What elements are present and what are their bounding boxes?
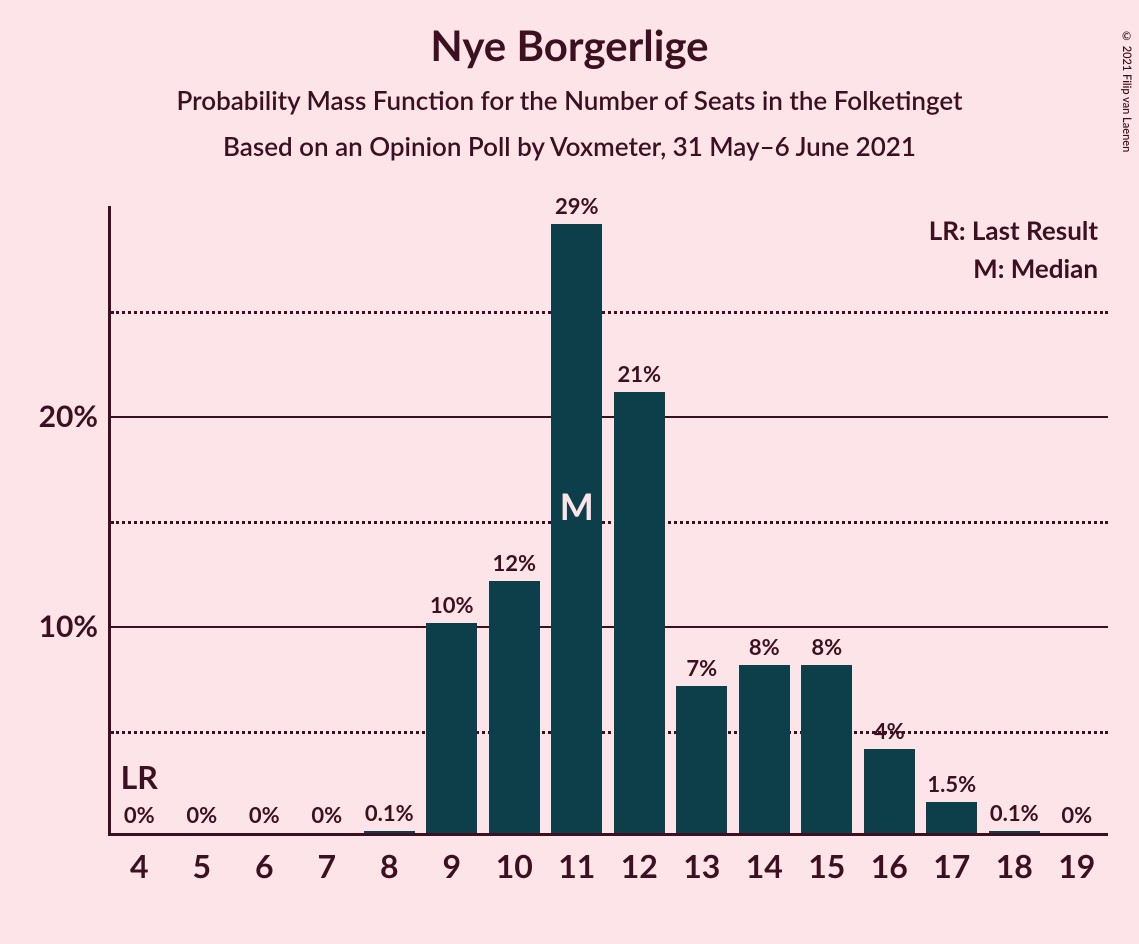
y-tick-label: 20%	[39, 398, 98, 434]
bar-value-label: 0%	[186, 801, 217, 828]
x-tick-label: 15	[808, 846, 845, 885]
x-tick-label: 12	[621, 846, 658, 885]
x-tick-label: 10	[496, 846, 533, 885]
bar	[426, 623, 477, 833]
bar	[364, 831, 415, 833]
x-tick-label: 8	[380, 846, 399, 885]
bar	[551, 224, 602, 833]
x-axis	[108, 833, 1108, 836]
grid-major	[111, 416, 1108, 418]
bar-value-label: 4%	[874, 717, 905, 744]
bar-value-label: 8%	[811, 633, 842, 660]
x-tick-label: 4	[130, 846, 149, 885]
chart-title: Nye Borgerlige	[0, 20, 1139, 70]
x-tick-label: 9	[442, 846, 461, 885]
x-tick-label: 13	[683, 846, 720, 885]
x-tick-label: 17	[933, 846, 970, 885]
chart-subtitle-1: Probability Mass Function for the Number…	[0, 84, 1139, 116]
copyright-text: © 2021 Filip van Laenen	[1120, 30, 1133, 152]
bar	[739, 665, 790, 833]
bar-value-label: 0%	[1061, 801, 1092, 828]
grid-minor	[111, 521, 1108, 524]
lr-marker: LR	[121, 757, 158, 796]
bar-value-label: 12%	[492, 549, 536, 576]
bar	[676, 686, 727, 833]
bar-value-label: 29%	[555, 192, 599, 219]
bar-value-label: 21%	[617, 360, 661, 387]
x-tick-label: 7	[317, 846, 336, 885]
bar-value-label: 0%	[311, 801, 342, 828]
x-tick-label: 19	[1058, 846, 1095, 885]
chart-subtitle-2: Based on an Opinion Poll by Voxmeter, 31…	[0, 130, 1139, 162]
bar	[614, 392, 665, 833]
grid-minor	[111, 731, 1108, 734]
legend-lr: LR: Last Result	[929, 214, 1098, 246]
bar-value-label: 10%	[430, 591, 474, 618]
median-marker: M	[560, 484, 594, 528]
bar-value-label: 1.5%	[927, 770, 976, 797]
bar-value-label: 0.1%	[365, 799, 414, 826]
bar-value-label: 0%	[124, 801, 155, 828]
x-tick-label: 18	[996, 846, 1033, 885]
x-tick-label: 14	[746, 846, 783, 885]
x-tick-label: 6	[255, 846, 274, 885]
legend-m: M: Median	[973, 252, 1098, 284]
grid-major	[111, 626, 1108, 628]
x-tick-label: 11	[558, 846, 595, 885]
bar-value-label: 0%	[249, 801, 280, 828]
y-tick-label: 10%	[39, 608, 98, 644]
bar-value-label: 0.1%	[990, 799, 1039, 826]
grid-minor	[111, 311, 1108, 314]
bar	[864, 749, 915, 833]
bar	[489, 581, 540, 833]
bar-value-label: 8%	[749, 633, 780, 660]
bar	[926, 802, 977, 834]
bar-value-label: 7%	[686, 654, 717, 681]
chart-plot-area: 10%20% 0%4LR0%50%60%70.1%810%912%1029%11…	[108, 206, 1108, 836]
x-tick-label: 16	[871, 846, 908, 885]
bar	[801, 665, 852, 833]
bar	[989, 831, 1040, 833]
x-tick-label: 5	[192, 846, 211, 885]
